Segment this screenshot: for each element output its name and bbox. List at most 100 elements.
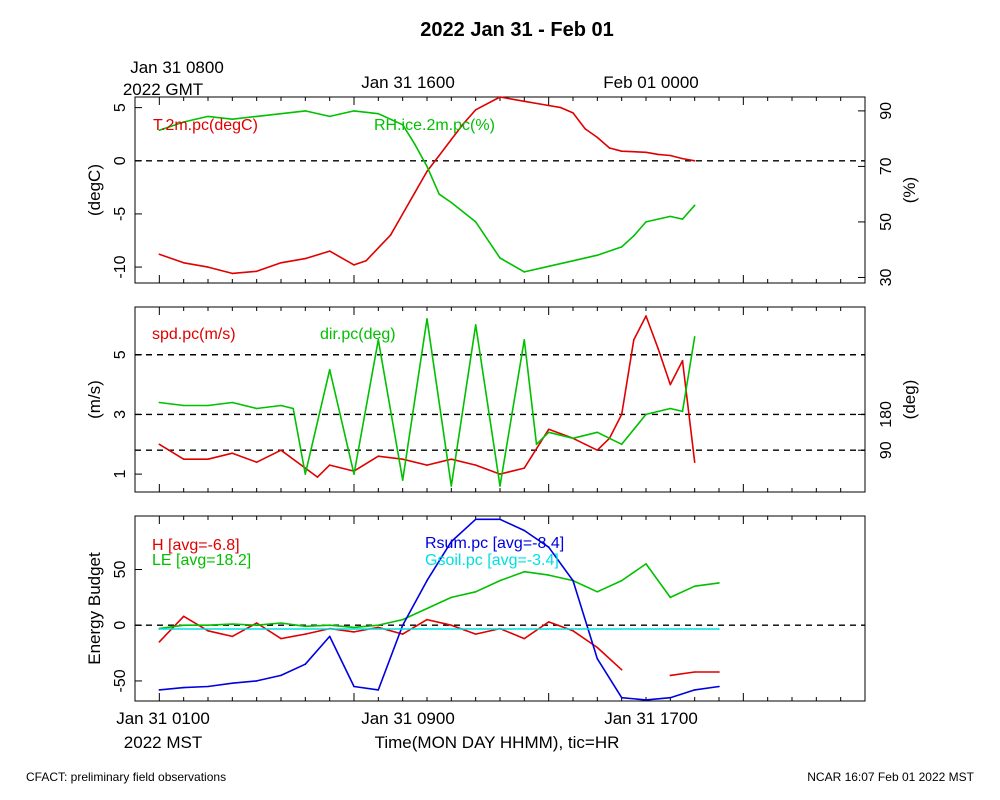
data-point [450, 596, 453, 599]
data-point [681, 157, 684, 160]
data-point [657, 153, 659, 156]
data-point [499, 257, 501, 259]
data-point [547, 265, 550, 268]
data-point [377, 455, 380, 458]
data-point [401, 624, 404, 626]
data-point [280, 674, 282, 677]
y-tick-label: -10 [112, 255, 129, 278]
data-point [572, 579, 574, 582]
data-point [547, 574, 550, 576]
y-tick-label: -5 [112, 207, 129, 221]
data-point [304, 110, 307, 112]
data-point [596, 136, 599, 139]
data-point [669, 696, 672, 699]
data-point [182, 615, 185, 618]
data-point [572, 112, 574, 114]
data-point [207, 404, 209, 407]
data-point [328, 464, 331, 466]
data-point [377, 689, 380, 691]
data-point [499, 579, 501, 582]
data-point [328, 115, 331, 118]
data-point [645, 699, 647, 701]
data-point [207, 685, 209, 688]
data-point [231, 623, 234, 625]
data-point [316, 476, 319, 478]
data-point [547, 546, 550, 548]
data-point [474, 109, 477, 111]
data-point [389, 234, 392, 236]
data-point [255, 622, 258, 624]
data-point [450, 540, 453, 543]
data-point [596, 657, 599, 660]
y-axis-label: (m/s) [85, 380, 104, 419]
data-point [328, 250, 331, 252]
data-point [304, 663, 307, 665]
data-point [718, 628, 720, 630]
data-point [450, 201, 453, 204]
data-point [633, 339, 635, 341]
data-point [158, 129, 161, 132]
data-point [669, 596, 672, 599]
data-point [304, 257, 307, 260]
data-point [693, 160, 696, 162]
bottom-axis-first-label-line1: Jan 31 0100 [116, 709, 210, 728]
data-point [426, 170, 428, 173]
y2-tick-label: 90 [878, 102, 895, 120]
footer-left: CFACT: preliminary field observations [26, 770, 226, 784]
data-point [377, 339, 380, 341]
data-point [255, 407, 258, 410]
data-point [608, 147, 611, 149]
data-point [645, 563, 647, 565]
data-point [669, 215, 672, 218]
data-point [207, 115, 209, 118]
data-point [657, 348, 659, 350]
data-point [669, 407, 672, 410]
y2-tick-label: 30 [878, 268, 895, 286]
data-point [645, 151, 647, 154]
data-point [377, 626, 380, 629]
data-point [596, 449, 599, 452]
data-point [645, 413, 647, 416]
data-point [499, 473, 501, 475]
data-point [450, 458, 453, 461]
data-point [718, 671, 720, 673]
legend-entry: T.2m.pc(degC) [153, 117, 258, 134]
series-line-rh-ice-2m-pc [159, 110, 696, 273]
data-point [438, 193, 441, 195]
data-point [280, 622, 282, 624]
data-point [499, 518, 501, 521]
data-point [426, 607, 428, 610]
data-point [377, 624, 380, 626]
data-point [620, 669, 623, 671]
legend-entry: H [avg=-6.8] [152, 537, 240, 554]
data-point [182, 458, 185, 461]
data-point [401, 213, 404, 215]
series-line-le [159, 563, 720, 630]
data-point [620, 150, 623, 152]
legend-entry: Rsum.pc [avg=-8.4] [425, 535, 564, 552]
y-tick-label: 50 [112, 560, 129, 578]
data-point [693, 585, 696, 587]
bottom-axis-label-jan31-1700: Jan 31 1700 [604, 709, 698, 728]
data-point [255, 680, 258, 682]
bottom-axis-first-label-line2: 2022 MST [124, 733, 202, 752]
y-axis-label: (degC) [85, 164, 104, 216]
data-point [620, 413, 623, 416]
data-point [426, 618, 428, 621]
data-point [426, 165, 428, 168]
data-point [620, 443, 623, 446]
data-point [255, 270, 258, 273]
data-point [681, 359, 684, 362]
data-point [572, 437, 574, 440]
top-axis-first-label-line2: 2022 GMT [123, 80, 203, 99]
data-point [547, 428, 550, 431]
data-point [474, 591, 477, 593]
y-tick-label: 5 [112, 350, 129, 359]
data-point [620, 246, 623, 248]
y-tick-label: -50 [112, 669, 129, 692]
data-point [292, 407, 295, 410]
data-point [450, 624, 453, 626]
data-point [474, 324, 477, 326]
data-point [572, 260, 574, 262]
data-point [255, 115, 258, 118]
